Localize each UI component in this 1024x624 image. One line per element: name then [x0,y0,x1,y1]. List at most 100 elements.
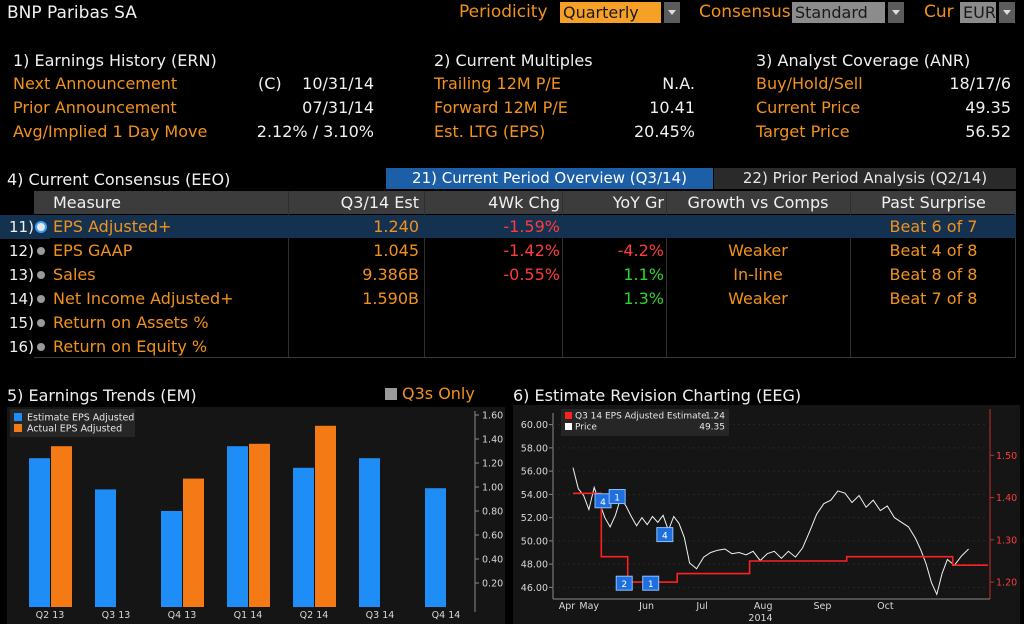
x-tick-label: Apr [559,601,576,612]
legend-box [10,409,135,437]
legend-label: Actual EPS Adjusted [27,424,122,435]
bar [249,443,270,607]
yoy-cell: 1.1% [623,265,664,284]
q3s-only-checkbox[interactable] [385,388,397,400]
current-multiples-title[interactable]: 2) Current Multiples [434,51,593,70]
col-measure[interactable]: Measure [53,193,121,212]
comps-cell: Weaker [728,241,788,260]
chg-cell: -0.55% [503,265,560,284]
left-tick-label: 60.00 [521,420,548,431]
revision-marker-icon [642,575,660,591]
col-estimate[interactable]: Q3/14 Est [340,193,419,212]
legend-swatch [565,423,572,430]
y-tick-label: 1.00 [482,483,503,494]
measure-cell: Sales [53,265,96,284]
row-number: 16) [9,338,34,356]
estimate-cell: 1.240 [373,217,419,236]
radio-icon[interactable] [37,343,45,351]
x-tick-label: Oct [877,601,894,612]
target-price-value: 56.52 [965,122,1011,141]
left-tick-label: 46.00 [521,583,548,594]
table-row[interactable]: Return on Equity % [34,335,1016,358]
y-tick-label: 0.20 [482,579,503,590]
currency-dropdown-arrow-icon[interactable] [999,2,1015,23]
earnings-trends-title[interactable]: 5) Earnings Trends (EM) [7,386,197,405]
periodicity-dropdown[interactable]: Quarterly [560,2,661,23]
buy-hold-sell-value: 18/17/6 [949,74,1011,93]
prior-announcement-value: 07/31/14 [302,98,374,117]
earnings-history-title[interactable]: 1) Earnings History (ERN) [13,51,217,70]
bar [161,511,182,607]
y-tick-label: 1.60 [482,411,503,422]
x-tick-label: Q2 13 [36,610,65,621]
x-tick-label: Sep [813,601,831,612]
table-header: Measure Q3/14 Est 4Wk Chg YoY Gr Growth … [34,191,1016,214]
col-growth-vs-comps[interactable]: Growth vs Comps [687,193,829,212]
radio-selected-icon[interactable] [37,223,45,231]
consensus-dropdown[interactable]: Standard [792,2,885,23]
legend-label: Estimate EPS Adjusted [27,413,134,424]
col-4wk-chg[interactable]: 4Wk Chg [488,193,560,212]
revision-marker-icon [608,489,626,505]
col-past-surprise[interactable]: Past Surprise [881,193,986,212]
bar [293,467,314,607]
radio-icon[interactable] [37,319,45,327]
legend-box [561,409,729,436]
left-tick-label: 50.00 [521,536,548,547]
periodicity-dropdown-arrow-icon[interactable] [664,2,680,23]
x-tick-label: Jul [695,601,707,612]
measure-cell: Return on Equity % [53,337,208,356]
bar [359,458,380,607]
bar [315,425,336,607]
revision-marker-label: 1 [648,580,654,590]
comps-cell: In-line [733,265,783,284]
next-announcement-label: Next Announcement [13,74,178,93]
bar [29,458,50,607]
x-tick-label: Aug [754,601,773,612]
estimate-line [573,492,988,583]
estimate-cell: 9.386B [362,265,419,284]
col-yoy-gr[interactable]: YoY Gr [612,193,664,212]
legend-swatch [14,413,22,421]
analyst-coverage-title[interactable]: 3) Analyst Coverage (ANR) [756,51,971,70]
surprise-cell: Beat 7 of 8 [889,289,978,308]
target-price-label: Target Price [756,122,850,141]
currency-dropdown[interactable]: EUR [960,2,996,23]
radio-icon[interactable] [37,271,45,279]
table-row[interactable]: EPS GAAP 1.045 -1.42% -4.2% Weaker Beat … [34,239,1016,262]
left-tick-label: 52.00 [521,513,548,524]
table-row[interactable]: Net Income Adjusted+ 1.590B 1.3% Weaker … [34,287,1016,310]
bar [95,489,116,607]
current-consensus-title[interactable]: 4) Current Consensus (EEO) [7,170,231,189]
tab-prior-period-analysis[interactable]: 22) Prior Period Analysis (Q2/14) [714,168,1016,189]
consensus-label: Consensus [699,2,791,22]
estimate-revision-chart: 60.00 58.00 56.00 54.00 52.00 50.00 48.00 46.00… [513,405,1020,624]
radio-icon[interactable] [37,247,45,255]
consensus-dropdown-arrow-icon[interactable] [888,2,904,23]
right-tick-label: 1.40 [996,493,1017,504]
est-ltg-value: 20.45% [633,122,695,141]
x-tick-label: May [579,601,599,612]
right-tick-label: 1.20 [996,578,1017,589]
radio-icon[interactable] [37,295,45,303]
x-tick-label: Q3 13 [102,610,131,621]
q3s-only-label[interactable]: Q3s Only [402,384,475,403]
legend-label: Price [575,423,597,433]
table-row[interactable]: Sales 9.386B -0.55% 1.1% In-line Beat 8 … [34,263,1016,286]
surprise-cell: Beat 4 of 8 [889,241,978,260]
chg-cell: -1.42% [503,241,560,260]
chg-cell: -1.59% [503,217,560,236]
legend-swatch [14,424,22,432]
legend-value: 1.24 [705,412,725,422]
table-row[interactable]: Return on Assets % [34,311,1016,334]
next-announcement-value: 10/31/14 [302,74,374,93]
table-row[interactable]: EPS Adjusted+ 1.240 -1.59% Beat 6 of 7 [34,215,1016,238]
estimate-revision-title[interactable]: 6) Estimate Revision Charting (EEG) [513,386,802,405]
tab-current-period-overview[interactable]: 21) Current Period Overview (Q3/14) [386,168,713,189]
right-tick-label: 1.50 [996,451,1017,462]
x-tick-label: Q4 13 [168,610,197,621]
bar [227,446,248,607]
legend-label: Q3 14 EPS Adjusted Estimate [575,412,707,422]
x-tick-label: Q4 14 [432,610,461,621]
